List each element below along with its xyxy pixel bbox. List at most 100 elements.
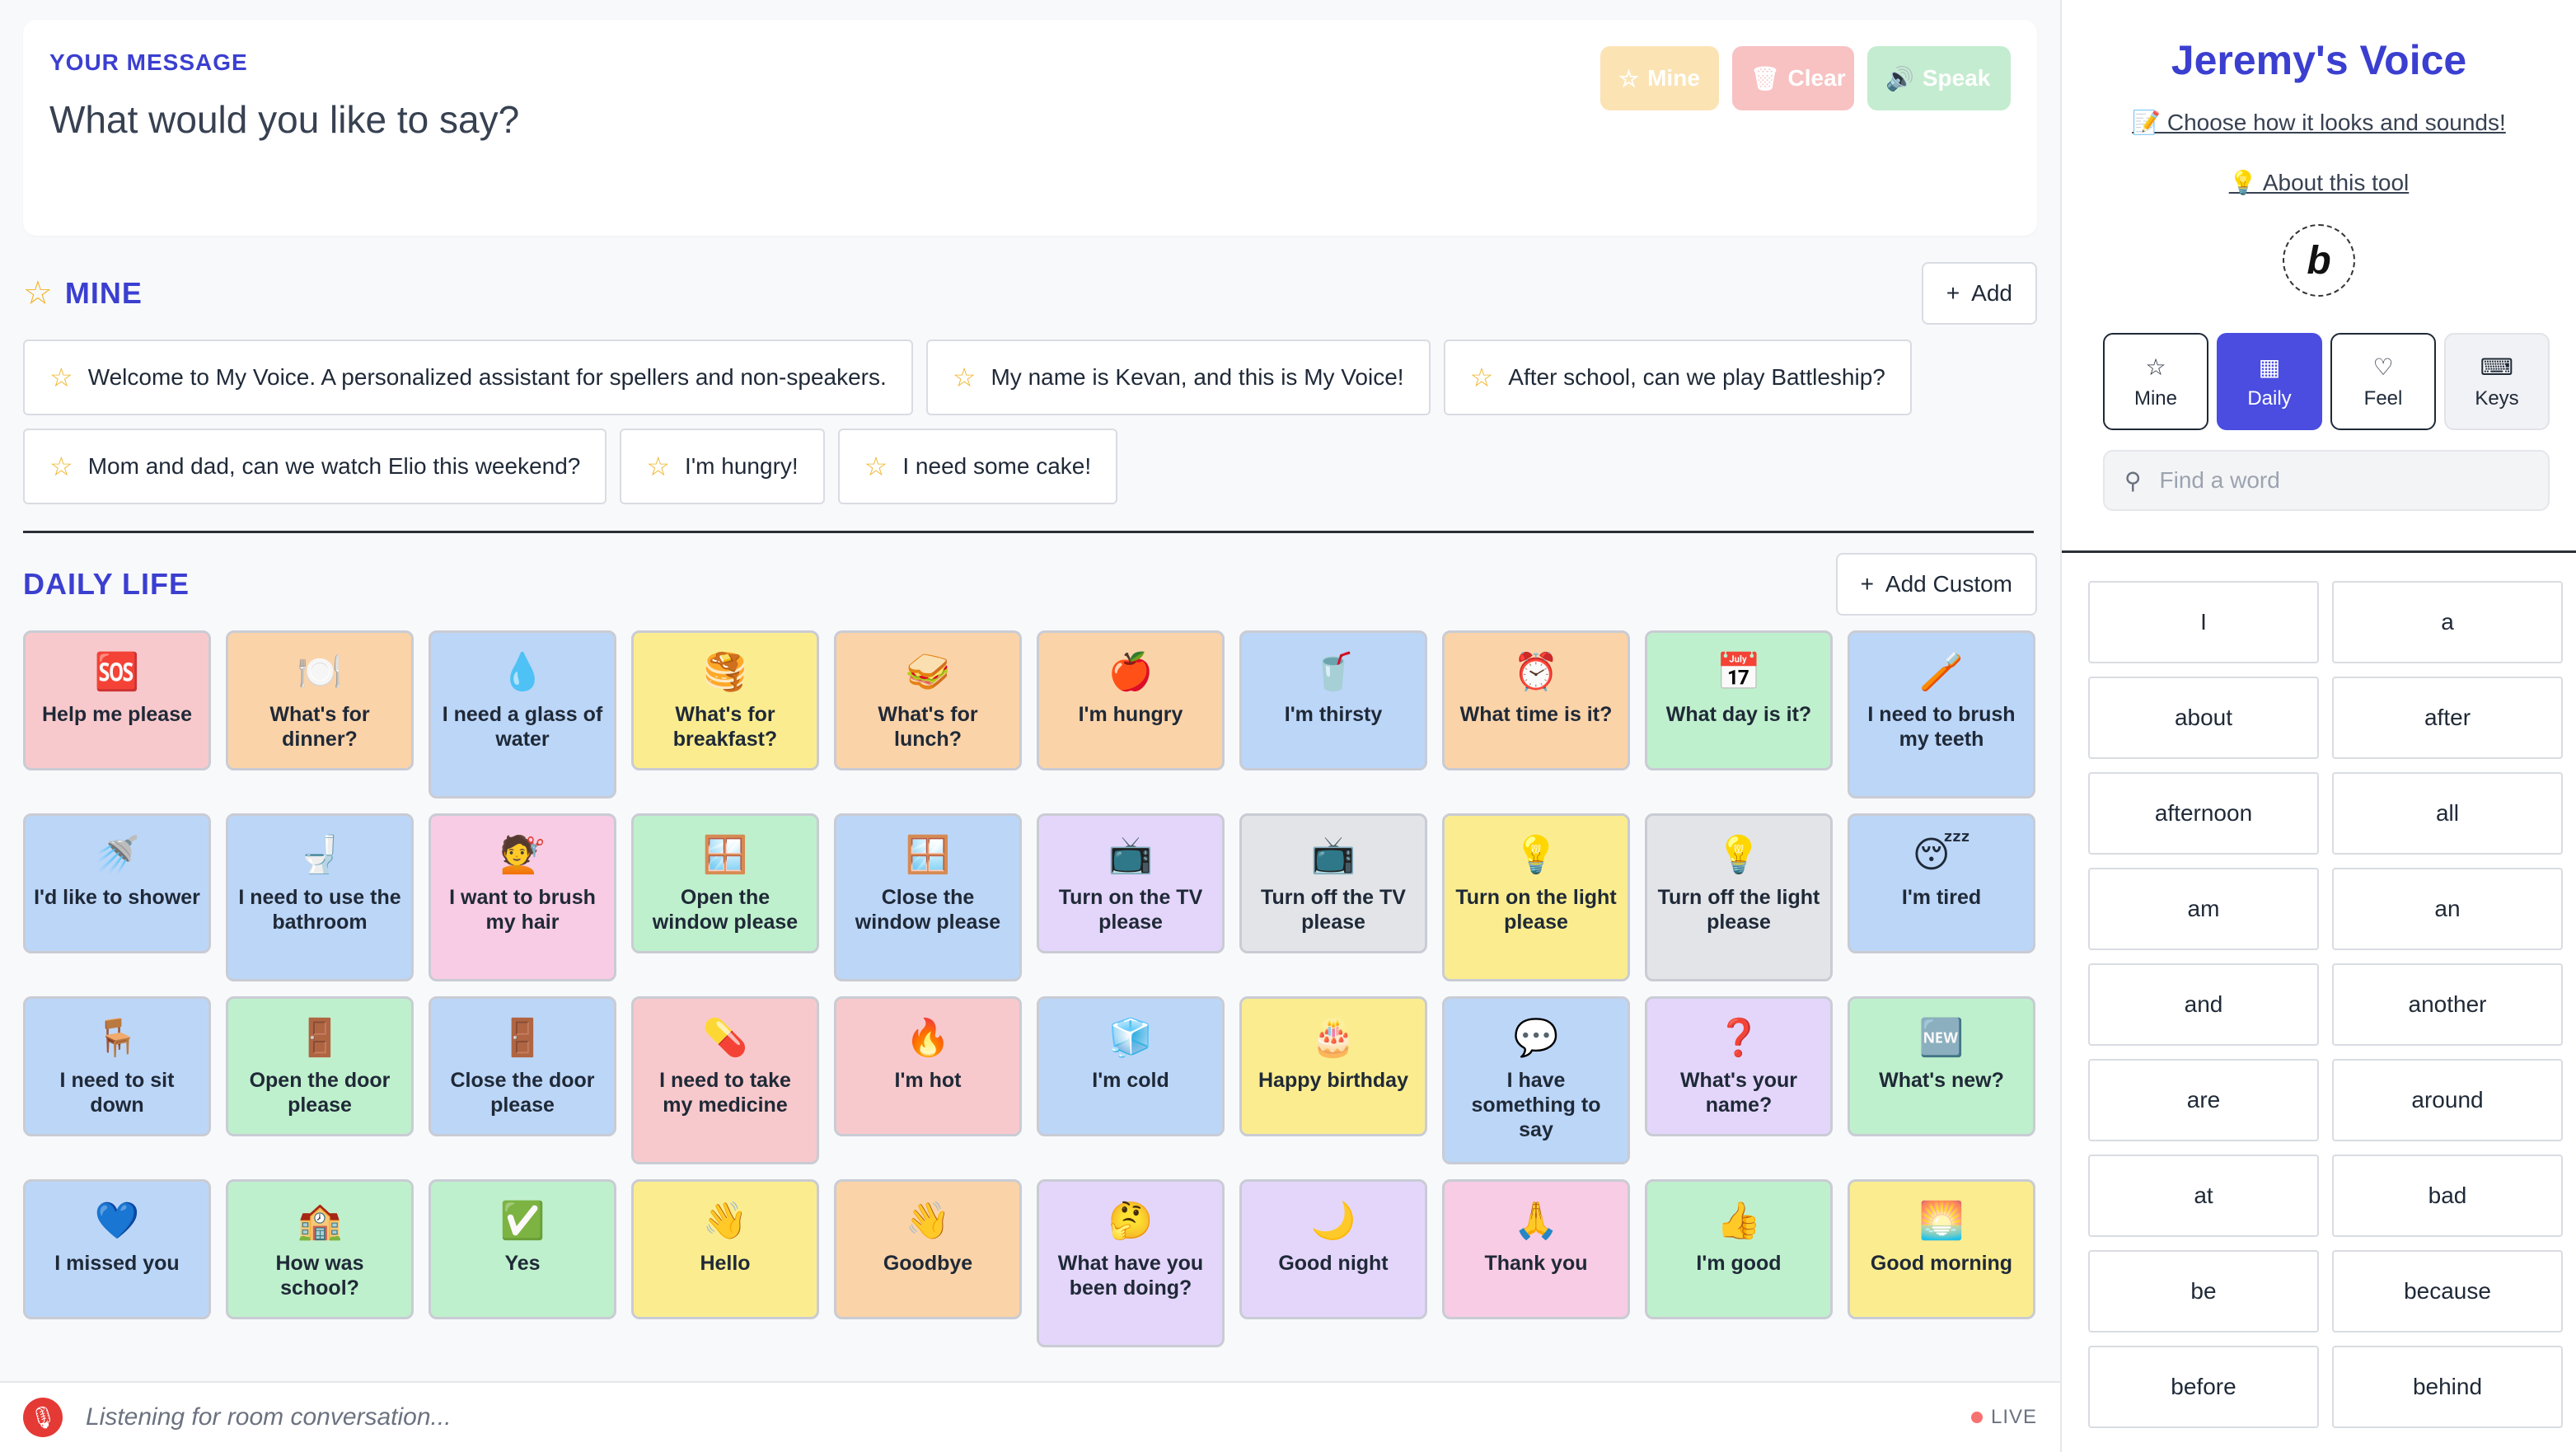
daily-section-title: DAILY LIFE: [23, 567, 190, 601]
mine-phrase[interactable]: ☆ I'm hungry!: [620, 429, 825, 504]
phrase-tile[interactable]: 💇 I want to brush my hair: [429, 813, 616, 981]
clear-button[interactable]: 🗑 Clear: [1732, 46, 1854, 110]
tile-label: What time is it?: [1459, 703, 1613, 726]
word-button[interactable]: be: [2088, 1250, 2319, 1333]
phrase-tile[interactable]: 🪑 I need to sit down: [23, 996, 211, 1136]
word-button[interactable]: before: [2088, 1346, 2319, 1428]
mine-phrase[interactable]: ☆ I need some cake!: [837, 429, 1118, 504]
word-button[interactable]: all: [2332, 772, 2563, 855]
phrase-tile[interactable]: 💡 Turn off the light please: [1645, 813, 1833, 981]
word-button[interactable]: an: [2332, 868, 2563, 950]
tile-label: Turn off the light please: [1657, 886, 1820, 934]
phrase-tile[interactable]: 🧊 I'm cold: [1037, 996, 1225, 1136]
add-phrase-button[interactable]: + Add: [1921, 262, 2037, 325]
phrase-tile[interactable]: 👋 Hello: [631, 1179, 819, 1319]
add-custom-button[interactable]: + Add Custom: [1835, 553, 2037, 616]
word-button[interactable]: after: [2332, 677, 2563, 759]
word-button[interactable]: behind: [2332, 1346, 2563, 1428]
tile-emoji-icon: 👋: [905, 1201, 951, 1241]
tile-emoji-icon: 💬: [1513, 1018, 1559, 1058]
phrase-tile[interactable]: 🚪 Open the door please: [226, 996, 414, 1136]
phrase-tile[interactable]: 💬 I have something to say: [1442, 996, 1630, 1164]
tile-emoji-icon: 📺: [1108, 835, 1154, 875]
tab-label: Keys: [2475, 386, 2519, 410]
word-search-input[interactable]: [2159, 467, 2522, 494]
phrase-tile[interactable]: 🚿 I'd like to shower: [23, 813, 211, 953]
calendar-icon: ▦: [2258, 354, 2281, 380]
phrase-tile[interactable]: 🙏 Thank you: [1442, 1179, 1630, 1319]
add-phrase-label: Add: [1971, 280, 2012, 306]
phrase-tile[interactable]: 🤔 What have you been doing?: [1037, 1179, 1225, 1347]
word-button[interactable]: because: [2332, 1250, 2563, 1333]
phrase-tile[interactable]: 💡 Turn on the light please: [1442, 813, 1630, 981]
phrase-tile[interactable]: 🌅 Good morning: [1848, 1179, 2035, 1319]
phrase-tile[interactable]: 🚽 I need to use the bathroom: [226, 813, 414, 981]
phrase-tile[interactable]: 🏫 How was school?: [226, 1179, 414, 1319]
phrase-tile[interactable]: 📅 What day is it?: [1645, 630, 1833, 770]
tile-emoji-icon: 🪟: [905, 835, 951, 875]
phrase-tile[interactable]: 🆕 What's new?: [1848, 996, 2035, 1136]
tab-feel[interactable]: ♡ Feel: [2330, 333, 2436, 430]
word-button[interactable]: and: [2088, 963, 2319, 1046]
tile-emoji-icon: 🔥: [905, 1018, 951, 1058]
tile-emoji-icon: 🚽: [297, 835, 343, 875]
message-input[interactable]: What would you like to say?: [49, 98, 520, 141]
phrase-tile[interactable]: 🪥 I need to brush my teeth: [1848, 630, 2035, 799]
phrase-tile[interactable]: 🪟 Close the window please: [834, 813, 1022, 981]
phrase-tile[interactable]: 🍎 I'm hungry: [1037, 630, 1225, 770]
phrase-tile[interactable]: 🔥 I'm hot: [834, 996, 1022, 1136]
phrase-tile[interactable]: 🌙 Good night: [1239, 1179, 1427, 1319]
phrase-tile[interactable]: 💧 I need a glass of water: [429, 630, 616, 799]
mine-phrase[interactable]: ☆ My name is Kevan, and this is My Voice!: [925, 340, 1431, 415]
tile-label: What's new?: [1879, 1069, 2004, 1092]
phrase-tile[interactable]: 🎂 Happy birthday: [1239, 996, 1427, 1136]
word-button[interactable]: afternoon: [2088, 772, 2319, 855]
phrase-tile[interactable]: 😴 I'm tired: [1848, 813, 2035, 953]
word-button[interactable]: around: [2332, 1059, 2563, 1141]
tab-daily[interactable]: ▦ Daily: [2217, 333, 2322, 430]
phrase-tile[interactable]: 📺 Turn on the TV please: [1037, 813, 1225, 953]
tile-label: Turn off the TV please: [1261, 886, 1406, 934]
bolt-badge-logo[interactable]: b: [2283, 224, 2355, 297]
phrase-tile[interactable]: 🥞 What's for breakfast?: [631, 630, 819, 770]
word-button[interactable]: at: [2088, 1155, 2319, 1237]
phrase-tile[interactable]: 👋 Goodbye: [834, 1179, 1022, 1319]
word-button[interactable]: are: [2088, 1059, 2319, 1141]
message-card[interactable]: YOUR MESSAGE What would you like to say?…: [23, 20, 2037, 236]
mine-phrase[interactable]: ☆ Welcome to My Voice. A personalized ass…: [23, 340, 913, 415]
speak-button[interactable]: 🔊 Speak: [1867, 46, 2011, 110]
phrase-tile[interactable]: 🆘 Help me please: [23, 630, 211, 770]
save-to-mine-button[interactable]: ☆ Mine: [1600, 46, 1719, 110]
mine-phrase[interactable]: ☆ Mom and dad, can we watch Elio this wee…: [23, 429, 607, 504]
tab-mine[interactable]: ☆ Mine: [2103, 333, 2208, 430]
about-link[interactable]: 💡 About this tool: [2228, 170, 2410, 195]
word-button[interactable]: bad: [2332, 1155, 2563, 1237]
word-button[interactable]: am: [2088, 868, 2319, 950]
star-icon: ☆: [49, 452, 73, 481]
phrase-tile[interactable]: 💊 I need to take my medicine: [631, 996, 819, 1164]
phrase-tile[interactable]: 🥤 I'm thirsty: [1239, 630, 1427, 770]
phrase-tile[interactable]: 💙 I missed you: [23, 1179, 211, 1319]
word-button[interactable]: I: [2088, 581, 2319, 663]
tile-label: I have something to say: [1471, 1069, 1601, 1141]
tab-keys[interactable]: ⌨ Keys: [2444, 333, 2550, 430]
customize-link[interactable]: 📝 Choose how it looks and sounds!: [2132, 110, 2506, 135]
phrase-tile[interactable]: ⏰ What time is it?: [1442, 630, 1630, 770]
phrase-tile[interactable]: 🍽️ What's for dinner?: [226, 630, 414, 770]
word-button[interactable]: a: [2332, 581, 2563, 663]
star-icon: ☆: [864, 452, 888, 481]
word-button[interactable]: about: [2088, 677, 2319, 759]
phrase-tile[interactable]: 🪟 Open the window please: [631, 813, 819, 953]
clear-label: Clear: [1787, 65, 1846, 91]
mine-phrase[interactable]: ☆ After school, can we play Battleship?: [1443, 340, 1912, 415]
word-button[interactable]: another: [2332, 963, 2563, 1046]
microphone-icon[interactable]: 🎙: [23, 1398, 63, 1437]
tile-emoji-icon: 🆕: [1918, 1018, 1965, 1058]
phrase-tile[interactable]: 🥪 What's for lunch?: [834, 630, 1022, 770]
tile-label: I'm tired: [1901, 886, 1982, 909]
phrase-tile[interactable]: ❓ What's your name?: [1645, 996, 1833, 1136]
phrase-tile[interactable]: ✅ Yes: [429, 1179, 616, 1319]
phrase-tile[interactable]: 🚪 Close the door please: [429, 996, 616, 1136]
phrase-tile[interactable]: 📺 Turn off the TV please: [1239, 813, 1427, 953]
phrase-tile[interactable]: 👍 I'm good: [1645, 1179, 1833, 1319]
